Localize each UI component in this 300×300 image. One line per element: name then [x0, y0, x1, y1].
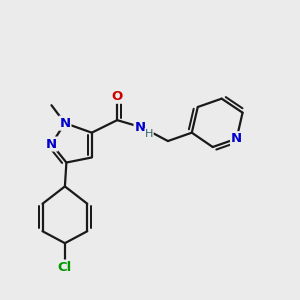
Text: H: H — [145, 129, 153, 139]
Text: N: N — [46, 137, 57, 151]
Text: O: O — [112, 90, 123, 103]
Text: N: N — [135, 121, 146, 134]
Text: N: N — [231, 132, 242, 145]
Text: Cl: Cl — [58, 261, 72, 274]
Text: N: N — [59, 117, 70, 130]
